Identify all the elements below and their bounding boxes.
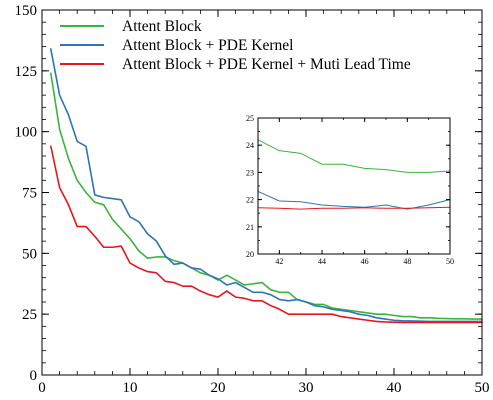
- legend: Attent Block Attent Block + PDE Kernel Att…: [60, 18, 411, 73]
- inset-y-tick-label: 21: [246, 223, 254, 232]
- x-tick-label: 10: [123, 380, 138, 396]
- x-tick-label: 20: [211, 380, 226, 396]
- inset-x-tick-label: 44: [318, 257, 326, 266]
- series-line-3: [49, 145, 483, 324]
- inset-y-tick-label: 22: [246, 196, 254, 205]
- inset-axes-frame: [257, 117, 451, 255]
- inset-x-tick-label: 42: [275, 257, 283, 266]
- x-tick-label: 40: [387, 380, 402, 396]
- y-tick-label: 150: [15, 3, 38, 19]
- legend-label-2: Attent Block + PDE Kernel: [122, 37, 293, 54]
- inset-x-tick-label: 48: [403, 257, 411, 266]
- y-tick-label: 25: [22, 307, 37, 323]
- main-plot-area: 0 10 20 30 40 50 0 25 50 75 100 125 150: [15, 3, 490, 396]
- x-tick-label: 30: [299, 380, 314, 396]
- x-tick-label: 50: [475, 380, 490, 396]
- inset-series-line-2: [257, 190, 451, 210]
- y-tick-label: 125: [15, 64, 38, 80]
- legend-label-3: Attent Block + PDE Kernel + Muti Lead Ti…: [122, 56, 411, 73]
- inset-y-tick-label: 24: [246, 141, 254, 150]
- inset-x-tick-label: 50: [446, 257, 454, 266]
- inset-y-tick-label: 20: [246, 250, 254, 259]
- y-tick-label: 0: [30, 368, 38, 384]
- y-tick-label: 50: [22, 246, 37, 262]
- inset-y-tick-label: 25: [246, 114, 254, 123]
- y-tick-label: 75: [22, 186, 37, 202]
- inset-series-line-1: [257, 139, 451, 173]
- legend-label-1: Attent Block: [122, 18, 202, 35]
- inset-x-tick-label: 46: [361, 257, 369, 266]
- x-tick-label: 0: [38, 380, 46, 396]
- inset-plot-area: 42 44 46 48 50 20 21 22 23 24 25: [246, 114, 454, 266]
- inset-series-line-3: [257, 206, 451, 210]
- series-line-2: [49, 48, 483, 323]
- inset-y-tick-label: 23: [246, 168, 254, 177]
- series-line-1: [49, 72, 483, 320]
- y-tick-label: 100: [15, 125, 38, 141]
